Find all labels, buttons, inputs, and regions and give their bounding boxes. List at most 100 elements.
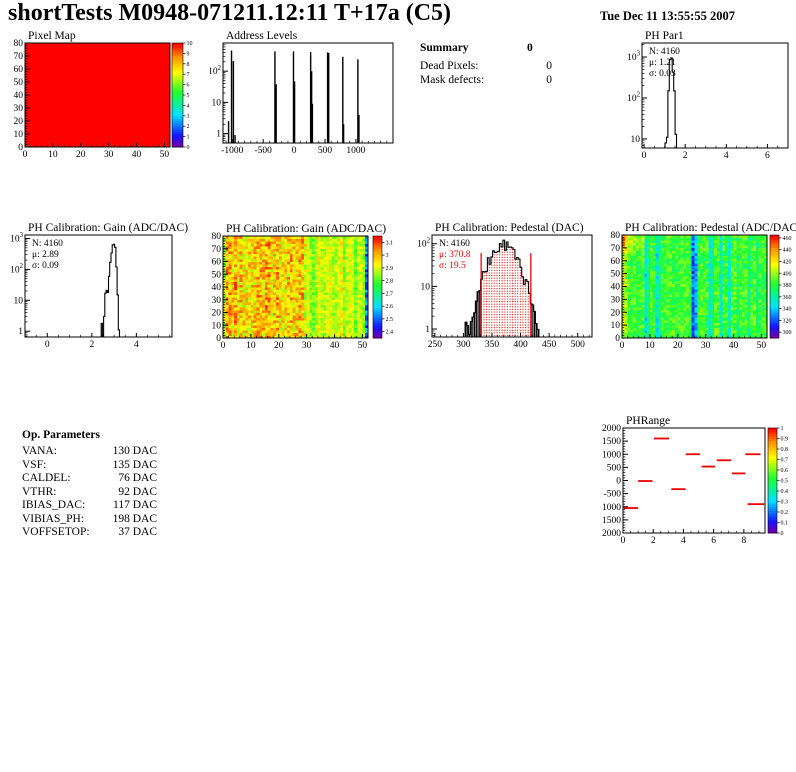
svg-text:10: 10 (421, 282, 431, 292)
parameter-row-value: 76 DAC (118, 472, 157, 484)
svg-text:10: 10 (48, 150, 58, 160)
svg-text:-1000: -1000 (221, 146, 243, 156)
svg-text:70: 70 (611, 244, 621, 254)
svg-text:0: 0 (216, 334, 221, 344)
svg-text:PH Par1: PH Par1 (645, 30, 684, 42)
summary-heading-value: 0 (527, 42, 533, 54)
parameter-row-label: CALDEL: (22, 472, 71, 484)
svg-text:N: 4160: N: 4160 (439, 239, 470, 249)
svg-text:10: 10 (631, 135, 641, 145)
svg-text:μ: 370.8: μ: 370.8 (439, 250, 471, 260)
summary-heading-row: Summary 0 (420, 42, 552, 54)
ph-range-chart: PHRange 0 2 4 6 8 2000 1500 1000 500 0 -500 1000 1500… (600, 403, 796, 553)
svg-text:350: 350 (485, 340, 500, 350)
svg-text:103: 103 (10, 232, 24, 244)
svg-text:250: 250 (428, 340, 443, 350)
parameter-row-label: VTHR: (22, 485, 57, 498)
svg-text:70: 70 (14, 52, 24, 62)
svg-text:4: 4 (724, 151, 729, 161)
svg-text:103: 103 (627, 51, 641, 63)
svg-text:PH Calibration: Pedestal (DAC): PH Calibration: Pedestal (DAC) (435, 222, 584, 234)
svg-text:20: 20 (611, 308, 621, 318)
gain-histogram-chart: PH Calibration: Gain (ADC/DAC) 0 2 4 1 10 102 1… (0, 220, 200, 356)
summary-row-label: Dead Pixels: (420, 60, 479, 72)
svg-text:440: 440 (783, 248, 792, 254)
svg-text:2: 2 (683, 151, 688, 161)
page-datetime: Tue Dec 11 13:55:55 2007 (600, 9, 735, 23)
svg-text:0: 0 (221, 341, 226, 351)
svg-text:2.9: 2.9 (386, 266, 394, 272)
svg-text:420: 420 (783, 259, 792, 265)
svg-text:50: 50 (757, 341, 767, 351)
parameter-row-label: VIBIAS_PH: (22, 512, 84, 525)
svg-text:-500: -500 (254, 146, 272, 156)
svg-text:PH Calibration: Gain (ADC/DAC): PH Calibration: Gain (ADC/DAC) (28, 222, 188, 234)
svg-text:6: 6 (187, 83, 190, 89)
parameter-row-value: 198 DAC (112, 512, 157, 525)
svg-text:102: 102 (627, 92, 641, 104)
svg-text:30: 30 (701, 341, 711, 351)
svg-text:102: 102 (10, 263, 24, 275)
op-parameters-heading: Op. Parameters (22, 429, 100, 441)
svg-text:10: 10 (212, 321, 222, 331)
summary-row-label: Mask defects: (420, 74, 485, 86)
svg-text:9: 9 (187, 51, 190, 57)
svg-text:40: 40 (729, 341, 739, 351)
summary-panel: Summary 0 Dead Pixels: 0 Mask defects: 0 (420, 42, 552, 87)
svg-text:20: 20 (76, 150, 86, 160)
svg-text:40: 40 (212, 283, 222, 293)
parameter-row-value: 130 DAC (112, 445, 157, 457)
svg-text:1: 1 (187, 135, 190, 141)
svg-text:30: 30 (104, 150, 114, 160)
svg-text:4: 4 (681, 536, 686, 546)
svg-text:0: 0 (187, 145, 190, 151)
svg-text:10: 10 (187, 41, 193, 47)
svg-text:3: 3 (187, 114, 190, 120)
svg-text:20: 20 (212, 309, 222, 319)
svg-text:10: 10 (14, 130, 24, 140)
svg-text:50: 50 (358, 341, 368, 351)
svg-text:30: 30 (212, 296, 222, 306)
svg-text:80: 80 (212, 232, 222, 242)
parameter-row-label: IBIAS_DAC: (22, 499, 86, 511)
summary-row: Dead Pixels: 0 (420, 59, 552, 73)
parameter-row-label: VSF: (22, 458, 47, 471)
parameter-row-value: 92 DAC (118, 485, 157, 498)
svg-text:0: 0 (642, 151, 647, 161)
svg-text:1000: 1000 (346, 146, 365, 156)
svg-text:2.7: 2.7 (386, 291, 394, 297)
svg-text:40: 40 (132, 150, 142, 160)
svg-text:σ: 0.03: σ: 0.03 (649, 69, 676, 79)
summary-rows: Dead Pixels: 0 Mask defects: 0 (420, 59, 552, 87)
svg-text:8: 8 (187, 62, 190, 68)
parameter-row-value: 117 DAC (113, 499, 157, 511)
svg-text:300: 300 (783, 330, 792, 336)
svg-text:320: 320 (783, 318, 792, 324)
svg-text:0: 0 (615, 334, 620, 344)
svg-text:40: 40 (330, 341, 340, 351)
page-title: shortTests M0948-071211.12:11 T+17a (C5) (8, 0, 452, 26)
svg-text:PHRange: PHRange (626, 415, 670, 427)
svg-text:4: 4 (134, 340, 139, 350)
svg-text:6: 6 (711, 536, 716, 546)
svg-text:N: 4160: N: 4160 (649, 47, 680, 57)
parameter-row: VSF: 135 DAC (22, 459, 157, 473)
svg-text:60: 60 (611, 257, 621, 267)
svg-text:102: 102 (417, 237, 431, 249)
svg-text:60: 60 (14, 65, 24, 75)
svg-text:0: 0 (45, 340, 50, 350)
svg-text:40: 40 (611, 283, 621, 293)
svg-text:400: 400 (783, 271, 792, 277)
svg-text:20: 20 (673, 341, 683, 351)
ph-par1-chart: PH Par1 0 2 4 6 10 102 103 N: 4160 μ: 1.21 σ: 0.03 (615, 30, 796, 164)
svg-text:50: 50 (160, 150, 170, 160)
summary-row-value: 0 (546, 74, 552, 86)
svg-text:500: 500 (318, 146, 333, 156)
svg-text:10: 10 (246, 341, 256, 351)
svg-text:60: 60 (212, 258, 222, 268)
parameter-row: VIBIAS_PH: 198 DAC (22, 513, 157, 527)
svg-text:PH Calibration: Gain (ADC/DAC): PH Calibration: Gain (ADC/DAC) (226, 223, 386, 235)
svg-text:2.4: 2.4 (386, 330, 394, 336)
svg-text:2: 2 (187, 124, 190, 130)
svg-text:σ: 19.5: σ: 19.5 (439, 261, 466, 271)
